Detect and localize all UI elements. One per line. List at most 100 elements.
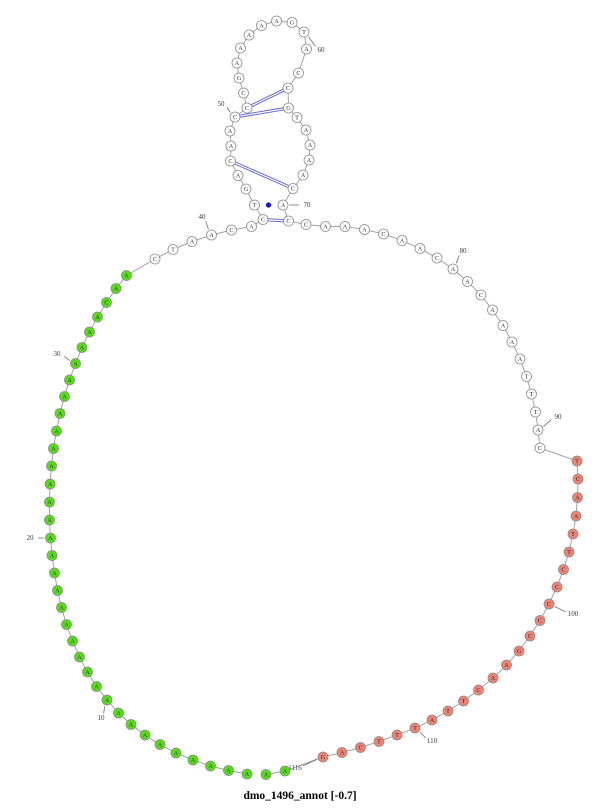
nucleotide[interactable]: C: [524, 630, 536, 642]
nucleotide[interactable]: C: [238, 87, 249, 99]
nucleotide[interactable]: C: [475, 289, 487, 301]
nucleotide[interactable]: A: [304, 139, 316, 151]
nucleotide[interactable]: C: [282, 82, 294, 94]
nucleotide-circle[interactable]: [534, 615, 546, 626]
nucleotide-circle[interactable]: [462, 276, 473, 287]
nucleotide-circle[interactable]: [44, 496, 55, 508]
nucleotide-circle[interactable]: [231, 57, 243, 69]
nucleotide[interactable]: T: [563, 546, 575, 558]
nucleotide[interactable]: A: [231, 57, 243, 69]
nucleotide-circle[interactable]: [76, 342, 88, 353]
nucleotide-circle[interactable]: [238, 87, 249, 99]
nucleotide[interactable]: A: [235, 42, 246, 54]
nucleotide[interactable]: A: [45, 532, 56, 544]
nucleotide-circle[interactable]: [74, 651, 85, 663]
nucleotide-circle[interactable]: [291, 112, 303, 123]
nucleotide-circle[interactable]: [506, 336, 518, 348]
nucleotide-circle[interactable]: [475, 289, 487, 301]
nucleotide-circle[interactable]: [54, 408, 66, 419]
nucleotide-circle[interactable]: [206, 229, 217, 241]
nucleotide-circle[interactable]: [260, 769, 272, 780]
nucleotide-circle[interactable]: [514, 353, 526, 365]
nucleotide[interactable]: C: [226, 224, 237, 236]
nucleotide[interactable]: C: [283, 215, 294, 227]
nucleotide[interactable]: G: [233, 72, 245, 84]
nucleotide-circle[interactable]: [286, 17, 298, 28]
nucleotide-circle[interactable]: [67, 635, 78, 647]
nucleotide-circle[interactable]: [51, 425, 62, 437]
nucleotide[interactable]: A: [303, 154, 315, 166]
nucleotide-circle[interactable]: [241, 768, 253, 780]
nucleotide-circle[interactable]: [256, 20, 267, 31]
nucleotide[interactable]: A: [359, 224, 370, 235]
nucleotide-circle[interactable]: [59, 391, 70, 402]
nucleotide-circle[interactable]: [339, 221, 351, 232]
nucleotide-circle[interactable]: [271, 15, 282, 27]
nucleotide[interactable]: A: [113, 707, 124, 719]
nucleotide-circle[interactable]: [532, 424, 544, 436]
nucleotide-circle[interactable]: [473, 684, 484, 696]
nucleotide[interactable]: A: [297, 169, 309, 181]
nucleotide-circle[interactable]: [497, 320, 509, 331]
nucleotide[interactable]: A: [91, 681, 102, 692]
nucleotide[interactable]: G: [513, 645, 525, 657]
nucleotide[interactable]: T: [458, 695, 469, 707]
nucleotide-circle[interactable]: [320, 221, 331, 232]
nucleotide-circle[interactable]: [232, 170, 244, 181]
nucleotide-circle[interactable]: [82, 666, 93, 678]
nucleotide[interactable]: A: [82, 666, 93, 678]
nucleotide[interactable]: A: [44, 478, 56, 490]
nucleotide[interactable]: A: [186, 236, 198, 247]
nucleotide-circle[interactable]: [563, 546, 575, 558]
nucleotide-circle[interactable]: [70, 358, 81, 369]
nucleotide-circle[interactable]: [304, 139, 316, 151]
nucleotide[interactable]: A: [225, 140, 237, 152]
nucleotide[interactable]: C: [355, 742, 366, 753]
nucleotide[interactable]: C: [431, 252, 443, 264]
nucleotide[interactable]: A: [320, 221, 331, 232]
nucleotide-circle[interactable]: [336, 747, 348, 758]
nucleotide[interactable]: T: [442, 705, 454, 717]
nucleotide[interactable]: A: [64, 374, 75, 386]
nucleotide[interactable]: A: [339, 221, 351, 232]
nucleotide-circle[interactable]: [414, 243, 426, 254]
nucleotide-circle[interactable]: [84, 326, 95, 338]
nucleotide[interactable]: T: [571, 455, 583, 467]
nucleotide[interactable]: A: [300, 124, 312, 136]
nucleotide-circle[interactable]: [391, 729, 403, 741]
nucleotide-circle[interactable]: [101, 297, 112, 308]
nucleotide[interactable]: C: [225, 155, 236, 167]
nucleotide-circle[interactable]: [300, 124, 312, 136]
nucleotide-circle[interactable]: [526, 388, 537, 400]
nucleotide[interactable]: A: [396, 235, 408, 246]
nucleotide-circle[interactable]: [125, 719, 137, 730]
nucleotide[interactable]: A: [246, 221, 257, 232]
nucleotide[interactable]: A: [125, 719, 137, 730]
nucleotide-circle[interactable]: [46, 550, 58, 561]
nucleotide[interactable]: T: [249, 199, 260, 211]
nucleotide[interactable]: C: [534, 442, 546, 454]
nucleotide[interactable]: C: [149, 253, 161, 265]
nucleotide-circle[interactable]: [223, 765, 234, 776]
nucleotide-circle[interactable]: [45, 532, 56, 544]
nucleotide[interactable]: A: [487, 672, 499, 684]
nucleotide-circle[interactable]: [283, 102, 294, 114]
nucleotide-circle[interactable]: [572, 473, 584, 485]
nucleotide-circle[interactable]: [56, 602, 67, 613]
nucleotide-circle[interactable]: [287, 183, 299, 194]
nucleotide[interactable]: T: [167, 244, 179, 255]
nucleotide-circle[interactable]: [167, 244, 179, 255]
nucleotide[interactable]: C: [257, 214, 269, 225]
nucleotide[interactable]: A: [205, 760, 216, 772]
nucleotide[interactable]: A: [54, 408, 66, 419]
nucleotide-circle[interactable]: [487, 672, 499, 684]
nucleotide[interactable]: A: [46, 550, 58, 561]
nucleotide-circle[interactable]: [61, 619, 72, 630]
nucleotide[interactable]: A: [52, 585, 63, 596]
nucleotide[interactable]: A: [223, 765, 234, 776]
nucleotide[interactable]: A: [426, 714, 438, 726]
nucleotide[interactable]: A: [70, 358, 81, 369]
nucleotide-circle[interactable]: [246, 221, 257, 232]
nucleotide[interactable]: C: [229, 111, 241, 123]
nucleotide[interactable]: T: [567, 528, 579, 540]
